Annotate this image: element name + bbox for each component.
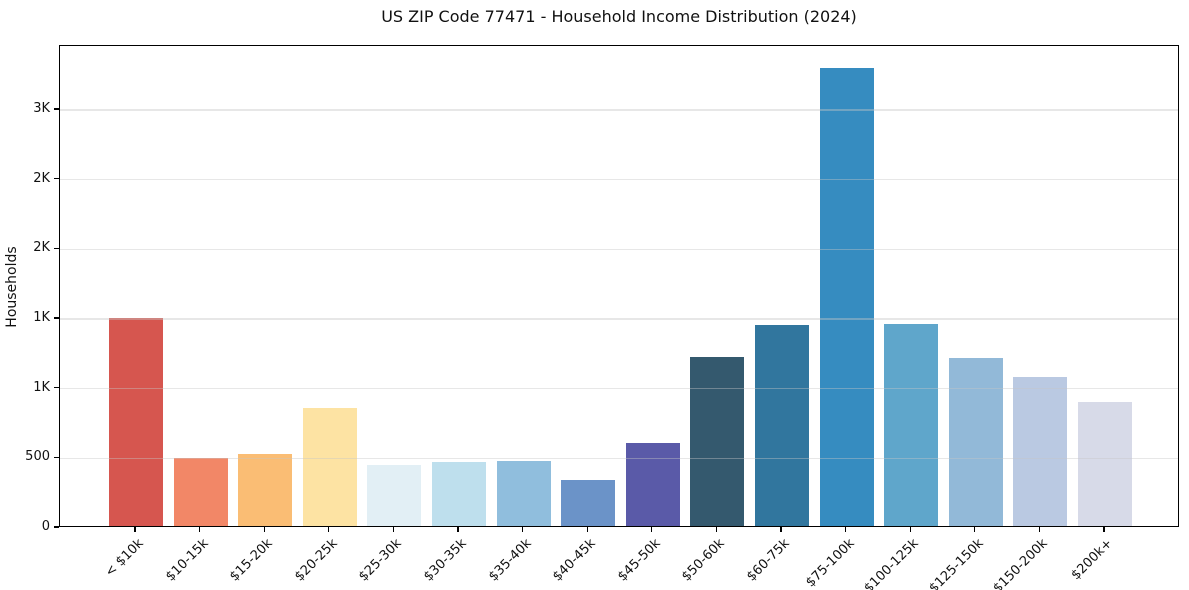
y-tick-label: 2K: [33, 170, 50, 186]
x-tick-label: < $10k: [102, 536, 147, 581]
y-tick-label: 1K: [33, 379, 50, 395]
x-tick-mark: [844, 527, 847, 532]
y-tick-mark: [54, 456, 59, 458]
x-tick-mark: [392, 527, 395, 532]
x-tick-mark: [1103, 527, 1105, 532]
gridline-y-500: [60, 457, 1178, 459]
bar-$200k+: [1078, 401, 1132, 526]
y-tick-mark: [54, 317, 59, 319]
bar-$50-60k: [690, 357, 745, 526]
plot-area: [59, 45, 1179, 527]
x-tick-mark: [586, 527, 588, 532]
y-tick-label: 0: [41, 519, 50, 534]
bar-$25-30k: [367, 465, 422, 526]
bar-< $10k: [109, 318, 163, 526]
gridline-y-1500: [60, 318, 1178, 320]
gridline-y-2000: [60, 248, 1178, 251]
gridline-y-2500: [60, 179, 1178, 181]
gridline-y-1000: [60, 388, 1178, 390]
bar-$150-200k: [1013, 376, 1068, 526]
bar-$15-20k: [238, 453, 293, 526]
bar-$20-25k: [302, 407, 357, 526]
y-tick-mark: [54, 247, 59, 250]
x-tick-mark: [521, 527, 524, 532]
bar-$100-125k: [884, 323, 939, 526]
y-tick-label: 500: [25, 449, 50, 465]
bar-$75-100k: [819, 67, 874, 526]
x-tick-mark: [974, 527, 976, 532]
bar-$125-150k: [948, 358, 1003, 526]
y-tick-label: 1K: [33, 310, 50, 325]
x-tick-mark: [263, 527, 265, 532]
x-tick-mark: [651, 527, 653, 532]
y-tick-mark: [54, 526, 59, 528]
x-tick-mark: [1038, 527, 1041, 532]
bar-$35-40k: [496, 460, 551, 526]
bar-$40-45k: [561, 480, 616, 526]
gridline-y-3000: [60, 109, 1178, 111]
x-tick-mark: [457, 527, 459, 532]
x-tick-mark: [715, 527, 718, 532]
x-tick-mark: [328, 527, 330, 532]
x-tick-mark: [780, 527, 782, 532]
bar-$45-50k: [625, 443, 680, 526]
y-tick-mark: [54, 178, 59, 180]
y-tick-mark: [54, 108, 59, 110]
y-tick-label: 3K: [33, 101, 50, 117]
y-tick-label: 2K: [33, 240, 50, 256]
bar-$60-75k: [755, 325, 809, 526]
y-tick-mark: [54, 387, 59, 389]
x-tick-mark: [909, 527, 911, 532]
x-tick-mark: [134, 527, 136, 532]
bar-$30-35k: [432, 461, 486, 526]
x-tick-mark: [198, 527, 201, 532]
bar-$10-15k: [173, 458, 228, 526]
chart-title: US ZIP Code 77471 - Household Income Dis…: [381, 7, 857, 26]
